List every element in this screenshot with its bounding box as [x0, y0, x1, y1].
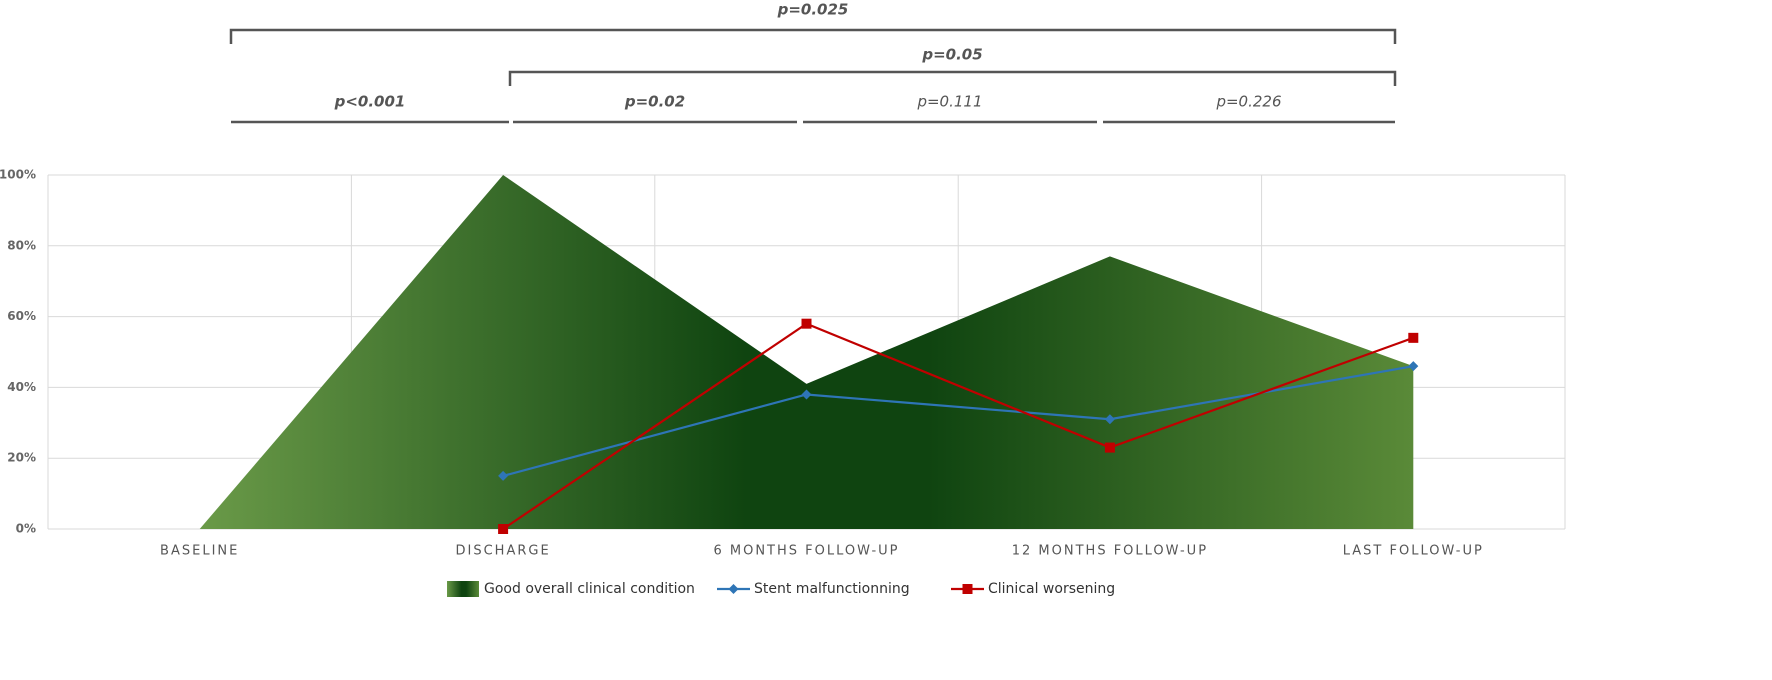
- y-tick-label: 80%: [7, 238, 36, 252]
- line: [502, 322, 1414, 530]
- legend-marker: [962, 584, 973, 594]
- x-tick-label: BASELINE: [160, 544, 239, 559]
- marker: [1104, 442, 1115, 453]
- marker: [1408, 361, 1419, 372]
- legend-label: Good overall clinical condition: [484, 581, 695, 597]
- marker: [498, 524, 509, 534]
- annotation-bracket: [508, 70, 1397, 86]
- y-tick-label: 0%: [16, 522, 36, 536]
- area: [199, 175, 1414, 529]
- legend-swatch: [447, 581, 479, 597]
- y-tick-label: 60%: [7, 309, 36, 323]
- x-tick-label: LAST FOLLOW-UP: [1343, 544, 1484, 559]
- marker: [1408, 332, 1419, 343]
- annotation: p<0.001: [334, 93, 406, 111]
- annotation: p=0.05: [921, 46, 982, 64]
- x-tick-label: 12 MONTHS FOLLOW-UP: [1012, 544, 1208, 559]
- annotation: p=0.025: [777, 1, 849, 19]
- y-tick-label: 100%: [0, 168, 36, 182]
- legend-label: Clinical worsening: [988, 581, 1115, 597]
- annotation: p=0.111: [916, 93, 982, 111]
- annotation: p=0.02: [624, 93, 685, 111]
- legend-marker: [728, 584, 739, 594]
- marker: [498, 470, 509, 481]
- x-tick-label: 6 MONTHS FOLLOW-UP: [713, 544, 899, 559]
- y-tick-label: 20%: [7, 451, 36, 465]
- legend-label: Stent malfunctionning: [754, 581, 910, 597]
- marker: [801, 318, 812, 329]
- marker: [801, 389, 812, 400]
- annotation-bracket: [229, 28, 1397, 44]
- marker: [1104, 414, 1115, 425]
- y-tick-label: 40%: [7, 380, 36, 394]
- x-tick-label: DISCHARGE: [456, 544, 551, 559]
- annotation: p=0.226: [1215, 93, 1281, 111]
